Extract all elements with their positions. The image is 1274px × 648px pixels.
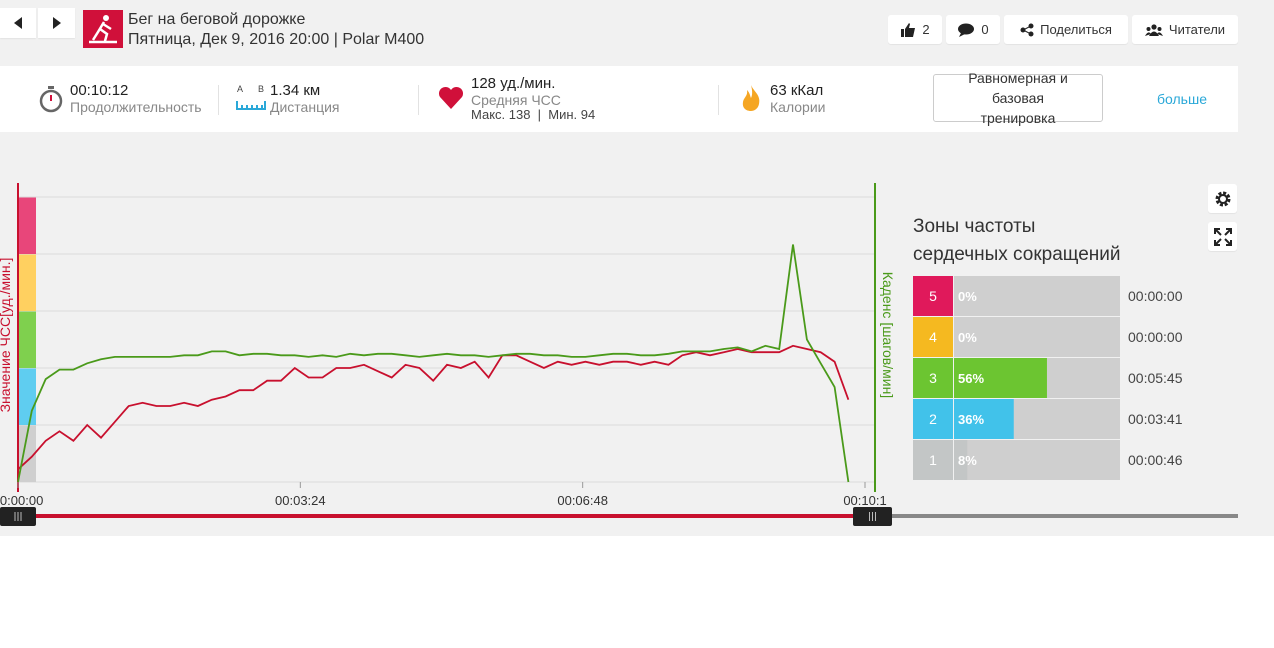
flame-icon bbox=[742, 85, 760, 111]
slider-handle[interactable] bbox=[853, 507, 892, 526]
zone-bar-bg bbox=[954, 317, 1120, 357]
zone-band bbox=[19, 197, 36, 254]
x-tick-label: 00:03:24 bbox=[275, 493, 326, 508]
prev-icon bbox=[14, 17, 22, 29]
zone-number: 4 bbox=[929, 329, 937, 345]
distance-label: Дистанция bbox=[270, 99, 340, 115]
plot-area bbox=[18, 183, 875, 490]
like-count: 2 bbox=[922, 22, 930, 37]
share-label: Поделиться bbox=[1040, 22, 1112, 37]
zone-bar-bg bbox=[954, 440, 1120, 480]
duration-value: 00:10:12 bbox=[70, 82, 129, 99]
series-line bbox=[17, 244, 850, 483]
duration-label: Продолжительность bbox=[70, 99, 202, 115]
zone-number-cell bbox=[913, 276, 953, 316]
separator bbox=[218, 85, 219, 115]
separator bbox=[718, 85, 719, 115]
zone-bar bbox=[954, 399, 1014, 439]
zone-number-cell bbox=[913, 440, 953, 480]
chart: Значение ЧСС[уд./мин.] Каденс [шагов/мин]… bbox=[0, 183, 1238, 526]
more-link[interactable]: больше bbox=[1157, 91, 1207, 107]
zone-number-cell bbox=[913, 317, 953, 357]
readers-icon bbox=[1144, 23, 1163, 36]
zone-percent: 8% bbox=[958, 453, 977, 468]
y-axis-title: Значение ЧСС[уд./мин.] bbox=[0, 258, 13, 413]
share-button[interactable]: Поделиться bbox=[1004, 15, 1128, 44]
distance-icon bbox=[236, 101, 266, 110]
zone-number: 3 bbox=[929, 370, 937, 386]
next-button[interactable] bbox=[38, 8, 75, 38]
distance-icon-a: A bbox=[237, 84, 244, 94]
like-icon bbox=[901, 22, 916, 37]
distance-value: 1.34 км bbox=[270, 82, 321, 99]
stopwatch-icon bbox=[39, 86, 63, 113]
zones-title: Зоны частоты сердечных сокращений bbox=[913, 216, 1120, 265]
heart-icon bbox=[438, 86, 464, 109]
zone-band bbox=[19, 254, 36, 311]
y2-axis-title: Каденс [шагов/мин] bbox=[880, 272, 896, 398]
slider-handle[interactable] bbox=[0, 507, 36, 526]
zone-time: 00:00:00 bbox=[1128, 288, 1183, 304]
gear-icon bbox=[1215, 191, 1230, 206]
hr-label: Средняя ЧСС bbox=[471, 92, 561, 108]
readers-label: Читатели bbox=[1168, 22, 1226, 37]
fullscreen-button[interactable] bbox=[1208, 222, 1237, 251]
hr-range: Макс. 138 | Мин. 94 bbox=[471, 107, 596, 122]
zones-title-line: Зоны частоты bbox=[913, 216, 1035, 237]
x-tick-label: 00:00:00 bbox=[0, 493, 43, 508]
share-icon bbox=[1020, 23, 1034, 36]
hr-value: 128 уд./мин. bbox=[471, 75, 556, 92]
comment-count: 0 bbox=[981, 22, 989, 37]
comment-button[interactable]: 0 bbox=[946, 15, 1000, 44]
zone-time: 00:03:41 bbox=[1128, 411, 1183, 427]
zone-percent: 0% bbox=[958, 330, 977, 345]
separator bbox=[418, 85, 419, 115]
zone-band bbox=[19, 425, 36, 482]
calories-value: 63 кКал bbox=[770, 82, 824, 99]
readers-button[interactable]: Читатели bbox=[1132, 15, 1238, 44]
zone-bar-bg bbox=[954, 276, 1120, 316]
zone-number-cell bbox=[913, 399, 953, 439]
sport-icon bbox=[83, 10, 123, 48]
summary-strip: 00:10:12 Продолжительность A B 1.34 км Д… bbox=[0, 66, 1238, 132]
zone-bar bbox=[954, 358, 1047, 398]
distance-icon-b: B bbox=[258, 84, 265, 94]
zone-time: 00:05:45 bbox=[1128, 370, 1183, 386]
x-tick-label: 00:10:1 bbox=[843, 493, 886, 508]
comment-icon bbox=[958, 23, 975, 37]
zone-time: 00:00:00 bbox=[1128, 329, 1183, 345]
zone-band bbox=[19, 368, 36, 425]
subtitle: Пятница, Дек 9, 2016 20:00 | Polar M400 bbox=[128, 31, 425, 48]
next-icon bbox=[52, 17, 61, 29]
zone-number: 1 bbox=[929, 452, 937, 468]
benefit-button[interactable]: Равномерная и базовая тренировка bbox=[933, 70, 1103, 126]
zone-bar bbox=[954, 440, 968, 480]
zone-time: 00:00:46 bbox=[1128, 452, 1183, 468]
like-button[interactable]: 2 bbox=[888, 15, 942, 44]
zones-title-line: сердечных сокращений bbox=[913, 244, 1120, 265]
zone-percent: 36% bbox=[958, 412, 984, 427]
zone-percent: 56% bbox=[958, 371, 984, 386]
zone-number: 2 bbox=[929, 411, 937, 427]
zone-number-cell bbox=[913, 358, 953, 398]
series-line bbox=[17, 344, 850, 470]
settings-button[interactable] bbox=[1208, 184, 1237, 213]
zone-band bbox=[19, 311, 36, 368]
zone-percent: 0% bbox=[958, 289, 977, 304]
prev-button[interactable] bbox=[0, 8, 36, 38]
zone-number: 5 bbox=[929, 288, 937, 304]
calories-label: Калории bbox=[770, 99, 826, 115]
benefit-label: Равномерная и базовая тренировка bbox=[968, 70, 1068, 126]
x-tick-label: 00:06:48 bbox=[557, 493, 608, 508]
title: Бег на беговой дорожке bbox=[128, 11, 306, 28]
expand-icon bbox=[1213, 227, 1232, 246]
